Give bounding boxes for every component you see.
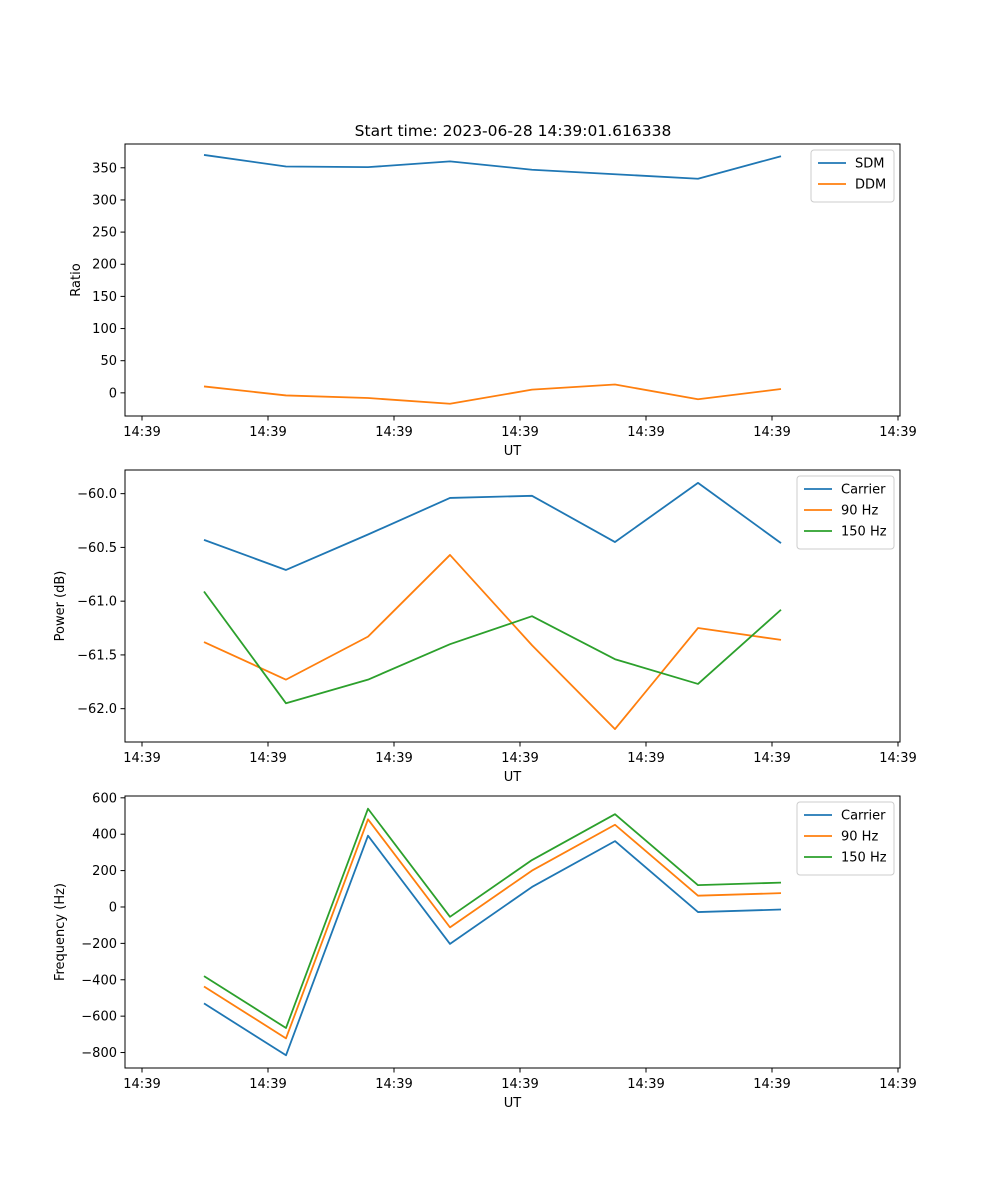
y-tick-label: 400: [92, 828, 117, 843]
chart-title: Start time: 2023-06-28 14:39:01.616338: [355, 122, 672, 140]
series-line-sdm: [203, 154, 782, 180]
x-tick-label: 14:39: [249, 1077, 286, 1092]
x-tick-label: 14:39: [249, 751, 286, 766]
x-tick-label: 14:39: [753, 425, 790, 440]
series-line-90-hz: [203, 818, 782, 1040]
y-tick-label: −800: [81, 1046, 117, 1061]
frequency-panel: 14:39 14:39 14:39 14:39 14:39 14:39 14:39 −800 −…: [53, 791, 917, 1111]
y-tick-label: −60.5: [77, 541, 117, 556]
x-tick-label: 14:39: [375, 1077, 412, 1092]
y-tick-label: −60.0: [77, 487, 117, 502]
x-tick-label: 14:39: [501, 425, 538, 440]
x-axis-label: UT: [504, 1096, 522, 1111]
x-tick-label: 14:39: [123, 751, 160, 766]
y-tick-label: 100: [92, 322, 117, 337]
x-tick-label: 14:39: [123, 425, 160, 440]
x-tick-label: 14:39: [753, 751, 790, 766]
y-tick-label: 350: [92, 161, 117, 176]
y-tick-label: 200: [92, 864, 117, 879]
legend: SDM DDM: [810, 149, 895, 203]
y-tick-label: 150: [92, 290, 117, 305]
x-tick-label: 14:39: [627, 751, 664, 766]
x-tick-label: 14:39: [249, 425, 286, 440]
power-panel: 14:39 14:39 14:39 14:39 14:39 14:39 14:39 −62.0…: [53, 469, 917, 785]
y-tick-label: −200: [81, 937, 117, 952]
x-tick-label: 14:39: [123, 1077, 160, 1092]
legend-label: 90 Hz: [841, 504, 878, 519]
x-tick-label: 14:39: [501, 751, 538, 766]
legend-label: SDM: [855, 157, 884, 172]
x-tick-label: 14:39: [627, 425, 664, 440]
y-tick-label: 300: [92, 193, 117, 208]
y-tick-label: 0: [109, 386, 117, 401]
legend: Carrier 90 Hz 150 Hz: [796, 801, 895, 876]
axes-frame: [124, 143, 901, 417]
series-line-carrier: [203, 834, 782, 1057]
legend-label: DDM: [855, 178, 886, 193]
y-tick-label: 0: [109, 900, 117, 915]
x-tick-label: 14:39: [375, 425, 412, 440]
x-tick-label: 14:39: [753, 1077, 790, 1092]
axes-frame: [124, 469, 901, 743]
y-tick-label: −400: [81, 973, 117, 988]
legend-label: 150 Hz: [841, 525, 887, 540]
axes-frame: [124, 795, 901, 1069]
x-tick-label: 14:39: [627, 1077, 664, 1092]
y-axis-label: Frequency (Hz): [53, 883, 68, 981]
x-axis-label: UT: [504, 770, 522, 785]
series-line-ddm: [203, 383, 782, 405]
legend-label: Carrier: [841, 483, 886, 498]
y-tick-label: 600: [92, 791, 117, 806]
y-tick-label: 50: [100, 354, 117, 369]
y-tick-label: 250: [92, 226, 117, 241]
x-tick-label: 14:39: [375, 751, 412, 766]
x-tick-label: 14:39: [879, 425, 916, 440]
ratio-panel: 14:39 14:39 14:39 14:39 14:39 14:39 14:39 0 50 10…: [69, 143, 917, 459]
legend-label: 90 Hz: [841, 830, 878, 845]
x-tick-label: 14:39: [501, 1077, 538, 1092]
series-line-carrier: [203, 481, 782, 571]
series-line-90-hz: [203, 554, 782, 730]
y-tick-label: −62.0: [77, 702, 117, 717]
x-tick-label: 14:39: [879, 751, 916, 766]
series-line-150-hz: [203, 590, 782, 705]
x-axis-label: UT: [504, 444, 522, 459]
y-tick-label: −600: [81, 1010, 117, 1025]
y-axis-label: Power (dB): [53, 571, 68, 642]
y-tick-label: −61.0: [77, 595, 117, 610]
series-line-150-hz: [203, 807, 782, 1029]
legend: Carrier 90 Hz 150 Hz: [796, 475, 895, 550]
y-tick-label: 200: [92, 258, 117, 273]
y-axis-label: Ratio: [69, 263, 84, 296]
y-tick-label: −61.5: [77, 648, 117, 663]
legend-label: 150 Hz: [841, 851, 887, 866]
x-tick-label: 14:39: [879, 1077, 916, 1092]
legend-label: Carrier: [841, 809, 886, 824]
